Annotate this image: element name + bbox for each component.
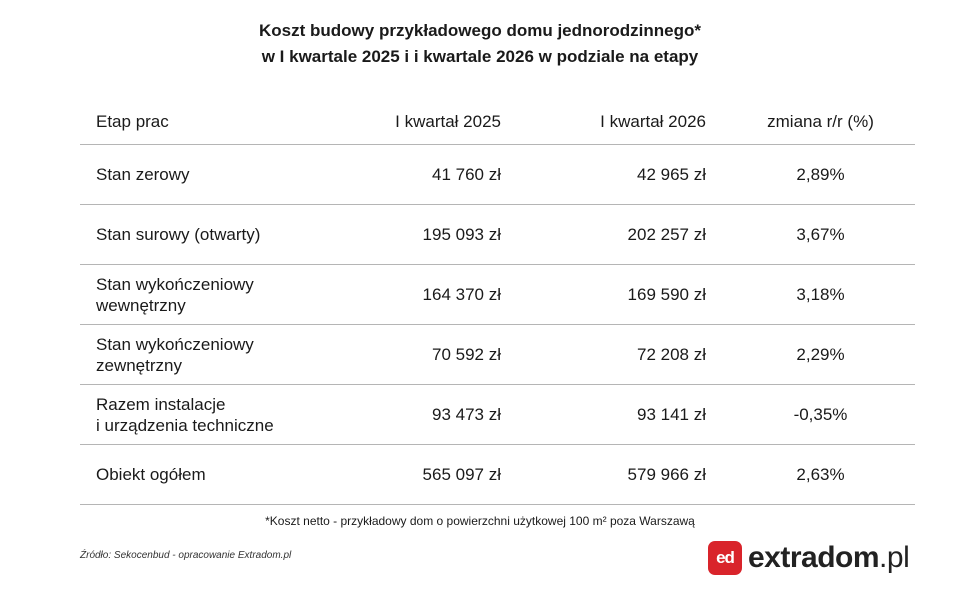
- title-line-1: Koszt budowy przykładowego domu jednorod…: [259, 21, 701, 40]
- row-q1-2026: 42 965 zł: [501, 144, 706, 205]
- row-change: 3,18%: [706, 264, 915, 325]
- extradom-logo: ed extradom.pl: [708, 539, 910, 577]
- stage-line-1: Stan wykończeniowy: [96, 334, 254, 354]
- stage-line-2: i urządzenia techniczne: [96, 415, 274, 435]
- row-change: 2,63%: [706, 444, 915, 505]
- cost-table: Etap prac I kwartał 2025 I kwartał 2026 …: [80, 100, 915, 505]
- source-note: Źródło: Sekocenbud - opracowanie Extrado…: [80, 550, 292, 561]
- table-row: Stan zerowy 41 760 zł 42 965 zł 2,89%: [80, 144, 915, 205]
- row-change: 2,29%: [706, 324, 915, 385]
- logo-wordmark: extradom.pl: [748, 541, 910, 575]
- table-row: Stan surowy (otwarty) 195 093 zł 202 257…: [80, 204, 915, 265]
- stage-line-1: Stan wykończeniowy: [96, 274, 254, 294]
- stage-line-2: zewnętrzny: [96, 355, 182, 375]
- stage-line-1: Obiekt ogółem: [96, 465, 206, 484]
- row-stage: Stan wykończeniowy wewnętrzny: [80, 264, 351, 325]
- table-row: Stan wykończeniowy zewnętrzny 70 592 zł 7…: [80, 324, 915, 385]
- stage-line-1: Stan surowy (otwarty): [96, 225, 261, 244]
- row-q1-2026: 72 208 zł: [501, 324, 706, 385]
- row-stage: Razem instalacje i urządzenia techniczne: [80, 384, 351, 445]
- row-change: 2,89%: [706, 144, 915, 205]
- document-title: Koszt budowy przykładowego domu jednorod…: [0, 18, 960, 70]
- logo-badge: ed: [708, 541, 742, 575]
- stage-line-2: wewnętrzny: [96, 295, 186, 315]
- row-q1-2025: 41 760 zł: [351, 144, 501, 205]
- row-stage: Obiekt ogółem: [80, 444, 351, 505]
- row-q1-2025: 93 473 zł: [351, 384, 501, 445]
- header-change: zmiana r/r (%): [706, 100, 915, 145]
- footnote: *Koszt netto - przykładowy dom o powierz…: [265, 514, 695, 528]
- title-line-2: w I kwartale 2025 i i kwartale 2026 w po…: [261, 47, 699, 66]
- row-q1-2026: 93 141 zł: [501, 384, 706, 445]
- table-row: Stan wykończeniowy wewnętrzny 164 370 zł …: [80, 264, 915, 325]
- logo-name: extradom: [748, 541, 880, 574]
- table-row: Razem instalacje i urządzenia techniczne …: [80, 384, 915, 445]
- header-q1-2026: I kwartał 2026: [501, 100, 706, 145]
- row-q1-2026: 169 590 zł: [501, 264, 706, 325]
- row-q1-2026: 202 257 zł: [501, 204, 706, 265]
- table-header-row: Etap prac I kwartał 2025 I kwartał 2026 …: [80, 100, 915, 145]
- row-change: -0,35%: [706, 384, 915, 445]
- row-stage: Stan wykończeniowy zewnętrzny: [80, 324, 351, 385]
- header-q1-2025: I kwartał 2025: [351, 100, 501, 145]
- row-q1-2025: 164 370 zł: [351, 264, 501, 325]
- row-q1-2025: 565 097 zł: [351, 444, 501, 505]
- row-q1-2025: 70 592 zł: [351, 324, 501, 385]
- stage-line-1: Stan zerowy: [96, 165, 190, 184]
- row-stage: Stan surowy (otwarty): [80, 204, 351, 265]
- logo-tld: .pl: [879, 541, 910, 574]
- row-change: 3,67%: [706, 204, 915, 265]
- header-stage: Etap prac: [80, 100, 351, 145]
- row-stage: Stan zerowy: [80, 144, 351, 205]
- row-q1-2026: 579 966 zł: [501, 444, 706, 505]
- table-row: Obiekt ogółem 565 097 zł 579 966 zł 2,63…: [80, 444, 915, 505]
- row-q1-2025: 195 093 zł: [351, 204, 501, 265]
- stage-line-1: Razem instalacje: [96, 394, 226, 414]
